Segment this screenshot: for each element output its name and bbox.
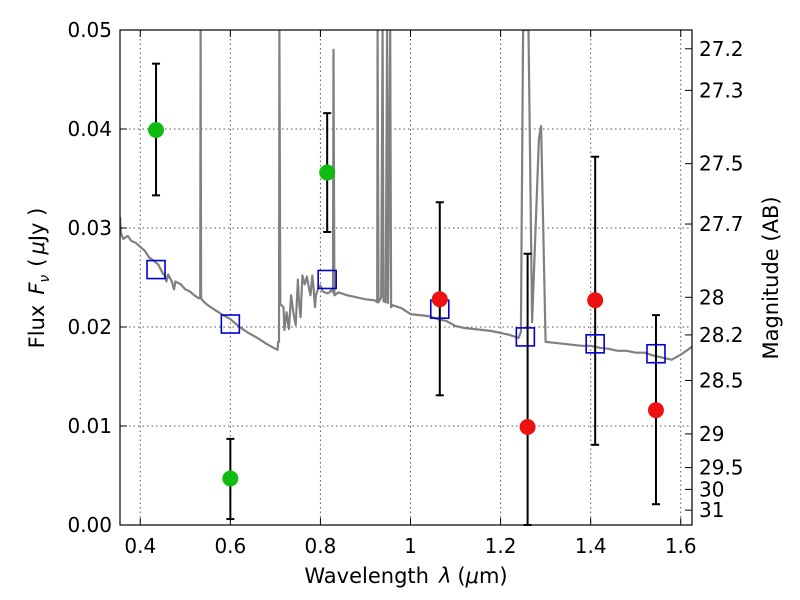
y-tick-label: 0.03 [67,216,112,240]
y-axis-label-text: Flux [25,305,49,349]
axis-ticks: 0.4 0.6 0.8 1 1.2 1.4 1.6 0.00 0.01 0.02 0.03 0.04 0… [67,18,743,558]
green-data-point [222,470,239,487]
model-square-point [220,314,241,334]
plot-area [120,30,692,361]
x-axis-label-unit-open: ( [457,564,465,588]
y2-tick-label: 29 [699,422,724,446]
spectrum-line [120,30,692,361]
x-axis-label-text: Wavelength [304,564,429,588]
y-axis-label-unit-open: ( [25,259,49,267]
x-tick-label: 0.8 [305,534,337,558]
y-axis-label-unit-rest: Jy ) [25,208,49,244]
y2-tick-label: 27.3 [699,78,744,102]
model-square-point [646,343,666,364]
y-axis-label: Flux Fν ( μJy ) [25,208,53,349]
y2-tick-label: 27.5 [699,152,744,176]
red-data-point [647,402,664,419]
y-tick-label: 0.05 [67,18,112,42]
y2-axis-label: Magnitude (AB) [759,196,783,359]
x-axis-label-unit-mu: μ [465,564,479,588]
y-tick-label: 0.00 [67,513,112,537]
green-data-point [148,121,165,138]
x-axis-label-symbol: λ [438,564,451,588]
x-axis-label: Wavelength λ (μm) [304,564,507,588]
y-axis-label-subscript: ν [37,275,53,283]
y-axis-label-symbol: F [25,282,49,295]
plot-frame [119,29,693,526]
x-axis-label-unit-rest: m) [479,564,508,588]
red-data-point [431,291,448,308]
y-tick-label: 0.02 [67,315,112,339]
y2-tick-label: 29.5 [699,456,744,480]
y2-tick-label: 27.7 [699,212,744,236]
x-tick-label: 1.4 [575,534,607,558]
y2-tick-label: 31 [699,498,724,522]
x-tick-label: 0.4 [124,534,156,558]
y2-tick-label: 27.2 [699,37,744,61]
x-tick-label: 1 [404,534,417,558]
model-square-point [146,259,166,280]
x-tick-label: 1.2 [485,534,517,558]
red-data-point [587,292,604,309]
model-square-point [585,334,605,354]
y2-tick-label: 28.2 [699,323,744,347]
errorbars [152,62,660,526]
y2-tick-label: 28 [699,285,724,309]
green-data-point [319,164,336,181]
data-markers [146,121,666,487]
model-square-point [317,269,337,290]
grid-lines [120,30,692,525]
red-data-point [519,418,536,435]
y-tick-label: 0.01 [67,414,112,438]
y2-tick-label: 30 [699,477,724,501]
y2-tick-label: 28.5 [699,368,744,392]
x-tick-label: 1.6 [665,534,697,558]
y-axis-label-unit-mu: μ [25,241,49,255]
x-tick-label: 0.6 [214,534,246,558]
y-tick-label: 0.04 [67,117,112,141]
model-square-point [515,327,536,347]
